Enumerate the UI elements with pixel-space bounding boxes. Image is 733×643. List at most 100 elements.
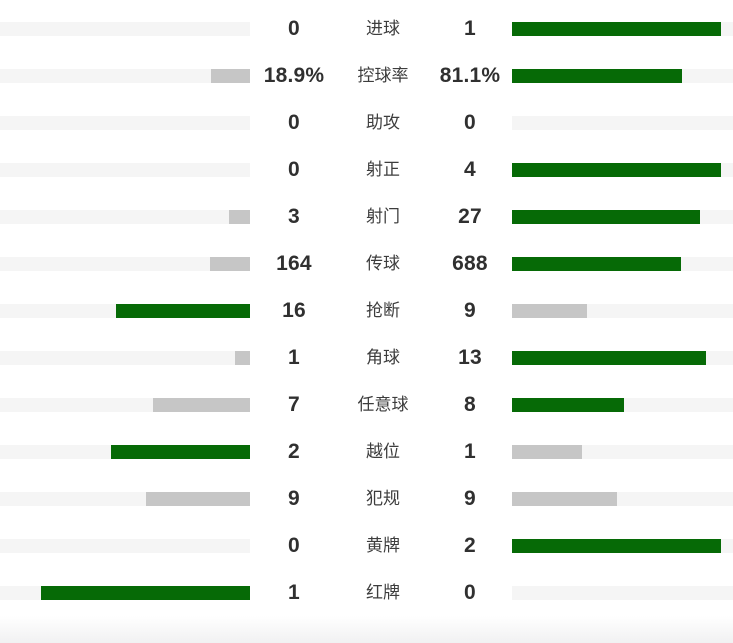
- home-bar-fill: [152, 397, 250, 412]
- stat-label: 射正: [366, 160, 400, 179]
- home-bar-track: [0, 444, 250, 459]
- away-bar-fill: [512, 444, 582, 459]
- stat-row: 1 角球 13: [0, 334, 733, 381]
- stat-label: 射门: [366, 207, 400, 226]
- home-value: 0: [288, 534, 300, 557]
- stat-row: 2 越位 1: [0, 428, 733, 475]
- stat-label: 抢断: [366, 301, 400, 320]
- away-bar-track: [512, 162, 733, 177]
- home-value: 1: [288, 346, 300, 369]
- home-bar-track: [0, 115, 250, 130]
- away-value: 688: [452, 252, 488, 275]
- home-bar-track: [0, 350, 250, 365]
- stat-label: 进球: [366, 19, 400, 38]
- stat-label: 越位: [366, 442, 400, 461]
- away-value: 27: [458, 205, 482, 228]
- away-value: 0: [464, 111, 476, 134]
- away-bar-track: [512, 209, 733, 224]
- home-value: 18.9%: [263, 64, 325, 87]
- stat-row: 1 红牌 0: [0, 569, 733, 616]
- stat-label: 黄牌: [366, 536, 400, 555]
- away-bar-track: [512, 303, 733, 318]
- home-bar-track: [0, 209, 250, 224]
- home-bar-track: [0, 538, 250, 553]
- home-bar-track: [0, 21, 250, 36]
- home-bar-fill: [235, 350, 250, 365]
- away-bar-track: [512, 585, 733, 600]
- away-bar-track: [512, 21, 733, 36]
- bottom-fade: [0, 616, 733, 643]
- away-bar-track: [512, 256, 733, 271]
- home-bar-track: [0, 491, 250, 506]
- away-value: 81.1%: [439, 64, 501, 87]
- away-value: 1: [464, 440, 476, 463]
- home-value: 164: [276, 252, 312, 275]
- away-bar-fill: [512, 68, 682, 83]
- away-bar-fill: [512, 397, 624, 412]
- stat-row: 7 任意球 8: [0, 381, 733, 428]
- home-value: 0: [288, 17, 300, 40]
- stat-label: 传球: [366, 254, 400, 273]
- home-bar-fill: [116, 303, 250, 318]
- stat-label: 控球率: [357, 66, 409, 85]
- away-bar-fill: [512, 209, 701, 224]
- away-value: 9: [464, 487, 476, 510]
- away-bar-track: [512, 444, 733, 459]
- stat-row: 0 黄牌 2: [0, 522, 733, 569]
- home-bar-track: [0, 162, 250, 177]
- home-value: 0: [288, 158, 300, 181]
- stat-row: 0 进球 1: [0, 5, 733, 52]
- away-bar-track: [512, 68, 733, 83]
- away-bar-fill: [512, 303, 588, 318]
- stat-row: 0 助攻 0: [0, 99, 733, 146]
- home-bar-fill: [41, 585, 250, 600]
- home-value: 0: [288, 111, 300, 134]
- stat-label: 任意球: [357, 395, 409, 414]
- away-bar-fill: [512, 491, 617, 506]
- away-bar-fill: [512, 256, 681, 271]
- home-bar-track: [0, 303, 250, 318]
- home-value: 2: [288, 440, 300, 463]
- away-bar-track: [512, 538, 733, 553]
- away-bar-fill: [512, 162, 721, 177]
- stat-row: 16 抢断 9: [0, 287, 733, 334]
- away-bar-track: [512, 350, 733, 365]
- stat-label: 助攻: [366, 113, 400, 132]
- stat-label: 角球: [366, 348, 400, 367]
- away-value: 13: [458, 346, 482, 369]
- stat-row: 164 传球 688: [0, 240, 733, 287]
- away-value: 8: [464, 393, 476, 416]
- home-bar-track: [0, 585, 250, 600]
- home-bar-fill: [210, 68, 250, 83]
- home-value: 9: [288, 487, 300, 510]
- home-value: 1: [288, 581, 300, 604]
- home-bar-track: [0, 68, 250, 83]
- away-bar-fill: [512, 21, 721, 36]
- home-value: 3: [288, 205, 300, 228]
- away-value: 1: [464, 17, 476, 40]
- stat-label: 犯规: [366, 489, 400, 508]
- home-bar-fill: [110, 444, 250, 459]
- away-value: 4: [464, 158, 476, 181]
- home-value: 7: [288, 393, 300, 416]
- home-bar-track: [0, 397, 250, 412]
- away-bar-track: [512, 115, 733, 130]
- home-value: 16: [282, 299, 306, 322]
- away-value: 0: [464, 581, 476, 604]
- away-value: 9: [464, 299, 476, 322]
- away-bar-track: [512, 397, 733, 412]
- away-bar-fill: [512, 350, 707, 365]
- stat-label: 红牌: [366, 583, 400, 602]
- away-bar-fill: [512, 538, 721, 553]
- stat-row: 18.9% 控球率 81.1%: [0, 52, 733, 99]
- stat-row: 9 犯规 9: [0, 475, 733, 522]
- home-bar-fill: [145, 491, 250, 506]
- away-bar-track: [512, 491, 733, 506]
- home-bar-fill: [209, 256, 250, 271]
- home-bar-fill: [229, 209, 250, 224]
- stats-list: 0 进球 1 18.9% 控球率 81.1% 0 助攻 0 0 射正: [0, 5, 733, 616]
- away-value: 2: [464, 534, 476, 557]
- stat-row: 3 射门 27: [0, 193, 733, 240]
- home-bar-track: [0, 256, 250, 271]
